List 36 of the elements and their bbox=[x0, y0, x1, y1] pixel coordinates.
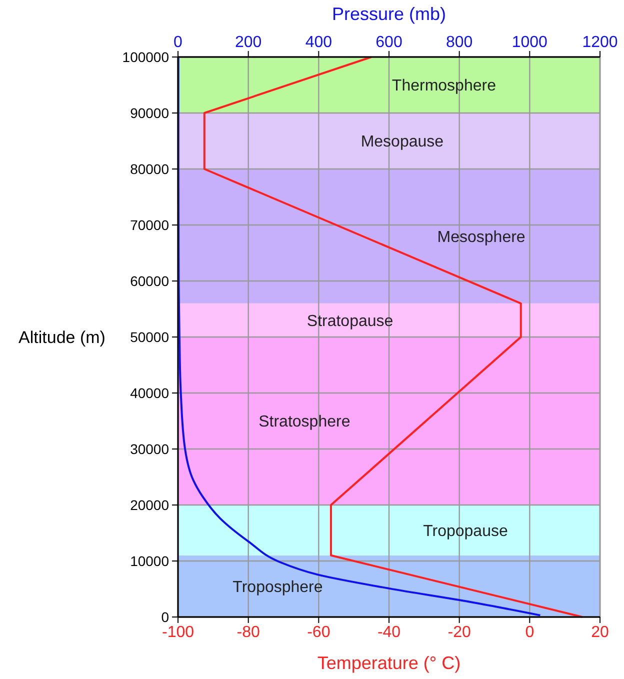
x-tick-label: 0 bbox=[525, 624, 534, 641]
band-label: Stratopause bbox=[306, 312, 394, 330]
y-tick-label: 40000 bbox=[130, 384, 170, 401]
y-tick-label: 10000 bbox=[130, 552, 170, 569]
x-tick-label: -100 bbox=[162, 624, 194, 641]
y-tick-label: 90000 bbox=[130, 104, 170, 121]
band-label: Troposphere bbox=[232, 578, 323, 596]
x-tick-label: -40 bbox=[377, 624, 401, 641]
x2-tick-label: 200 bbox=[234, 34, 262, 51]
y-tick-label: 0 bbox=[161, 608, 170, 625]
band-label: Mesopause bbox=[360, 134, 444, 151]
x2-tick-label: 1000 bbox=[512, 34, 548, 51]
x2-tick-label: 1200 bbox=[582, 34, 618, 51]
x2-axis-title: Pressure (mb) bbox=[332, 4, 446, 24]
y-axis-title: Altitude (m) bbox=[18, 328, 106, 347]
x-tick-label: -20 bbox=[448, 624, 471, 641]
y-tick-label: 80000 bbox=[130, 160, 170, 177]
x2-tick-label: 0 bbox=[174, 34, 183, 51]
y-tick-label: 20000 bbox=[130, 496, 170, 513]
y-tick-label: 70000 bbox=[130, 216, 170, 233]
band-label: Thermosphere bbox=[392, 78, 496, 95]
y-tick-label: 60000 bbox=[130, 272, 170, 289]
band-label: Mesosphere bbox=[437, 228, 526, 246]
x2-tick-label: 400 bbox=[305, 34, 332, 51]
x-tick-label: 20 bbox=[591, 624, 609, 641]
line-series bbox=[203, 56, 584, 618]
x2-tick-label: 600 bbox=[376, 34, 402, 51]
x2-tick-label: 800 bbox=[446, 34, 473, 51]
x-tick-label: -60 bbox=[307, 624, 330, 641]
x-tick-label: -80 bbox=[236, 624, 260, 641]
y-tick-label: 30000 bbox=[130, 440, 170, 457]
band-label: Tropopause bbox=[423, 522, 508, 540]
x-axis-title: Temperature (° C) bbox=[317, 653, 461, 673]
y-tick-label: 100000 bbox=[122, 48, 170, 65]
y-tick-label: 50000 bbox=[130, 328, 170, 345]
band-label: Stratosphere bbox=[258, 414, 350, 431]
